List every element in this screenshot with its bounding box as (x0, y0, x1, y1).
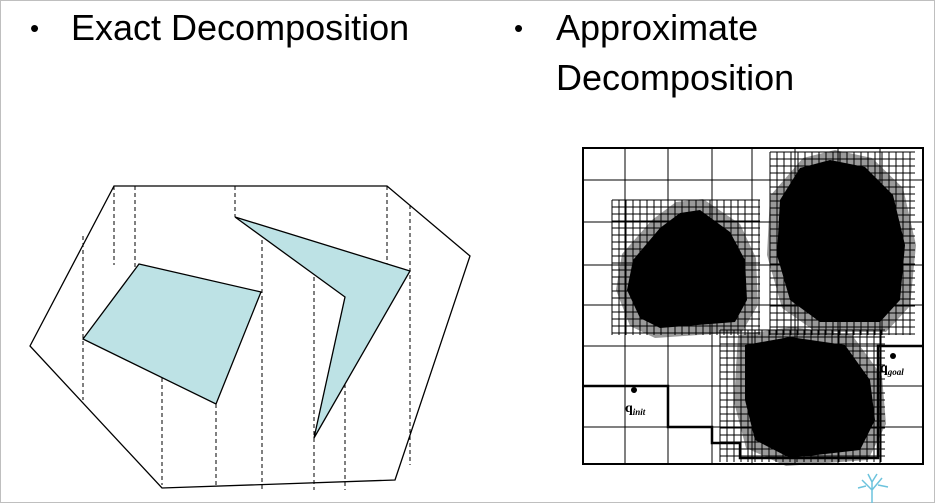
channel-path (584, 344, 922, 460)
heading-line-1: Approximate (556, 7, 759, 48)
trapezoid-cell-lines (82, 186, 411, 490)
bullet-marker: • (514, 13, 524, 43)
cell-grid (583, 148, 923, 464)
obstacle-quad (82, 263, 262, 405)
q-init-point (631, 387, 637, 393)
q-goal-label: qgoal (880, 361, 904, 377)
heading-line-2: Decomposition (556, 57, 795, 98)
approximate-decomposition-heading: Approximate Decomposition (556, 3, 896, 103)
workspace-border (582, 147, 924, 465)
q-init-label: qinit (625, 401, 646, 417)
q-goal-point (890, 353, 896, 359)
environment-boundary (29, 185, 471, 489)
bullet-marker: • (30, 13, 40, 43)
obstacle-chevron (234, 216, 411, 439)
exact-decomposition-heading: Exact Decomposition (71, 7, 410, 48)
